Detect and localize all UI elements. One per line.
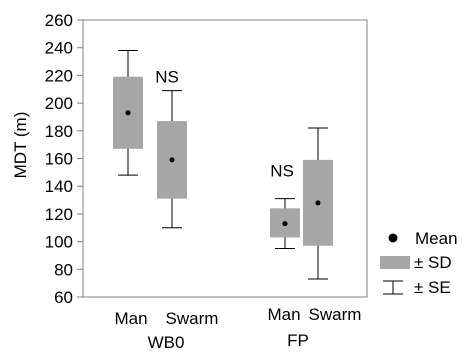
legend-mean-label: Mean	[415, 229, 458, 248]
legend: Mean ± SD ± SE	[380, 229, 458, 297]
box-wb0-swarm	[157, 90, 187, 229]
x-category-label: Swarm	[309, 305, 362, 324]
x-category-label: Man	[267, 305, 300, 324]
annotation-wb0: NS	[155, 68, 179, 87]
mean-point	[315, 200, 321, 206]
y-axis-label: MDT (m)	[11, 112, 30, 179]
box-fp-swarm	[303, 127, 333, 280]
y-tick-label: 200	[45, 94, 73, 113]
y-axis: 60 80 100 120 140 160 180 200 220 240 260	[45, 11, 83, 307]
legend-mean-marker	[388, 233, 398, 243]
annotation-fp: NS	[270, 162, 294, 181]
legend-sd-marker	[380, 256, 410, 269]
y-tick-label: 160	[45, 150, 73, 169]
y-tick-label: 100	[45, 233, 73, 252]
plot-frame	[82, 19, 368, 298]
box-wb0-man	[113, 49, 143, 176]
mean-point	[125, 110, 131, 116]
x-group-label: WB0	[148, 333, 185, 352]
y-tick-label: 180	[45, 122, 73, 141]
x-group-label: FP	[287, 331, 309, 350]
legend-sd-label: ± SD	[414, 253, 452, 272]
series-marks: NS NS	[113, 49, 333, 280]
y-tick-label: 60	[54, 288, 73, 307]
box-fp-man	[270, 198, 300, 250]
x-category-label: Swarm	[166, 309, 219, 328]
y-tick-label: 240	[45, 39, 73, 58]
y-tick-label: 80	[54, 260, 73, 279]
legend-se-label: ± SE	[414, 278, 451, 297]
y-tick-label: 220	[45, 66, 73, 85]
mean-point	[169, 157, 175, 163]
mean-point	[282, 221, 288, 227]
x-category-label: Man	[114, 309, 147, 328]
y-tick-label: 120	[45, 205, 73, 224]
y-tick-label: 260	[45, 11, 73, 30]
y-tick-label: 140	[45, 177, 73, 196]
x-axis-labels: Man Swarm Man Swarm WB0 FP	[114, 305, 361, 352]
